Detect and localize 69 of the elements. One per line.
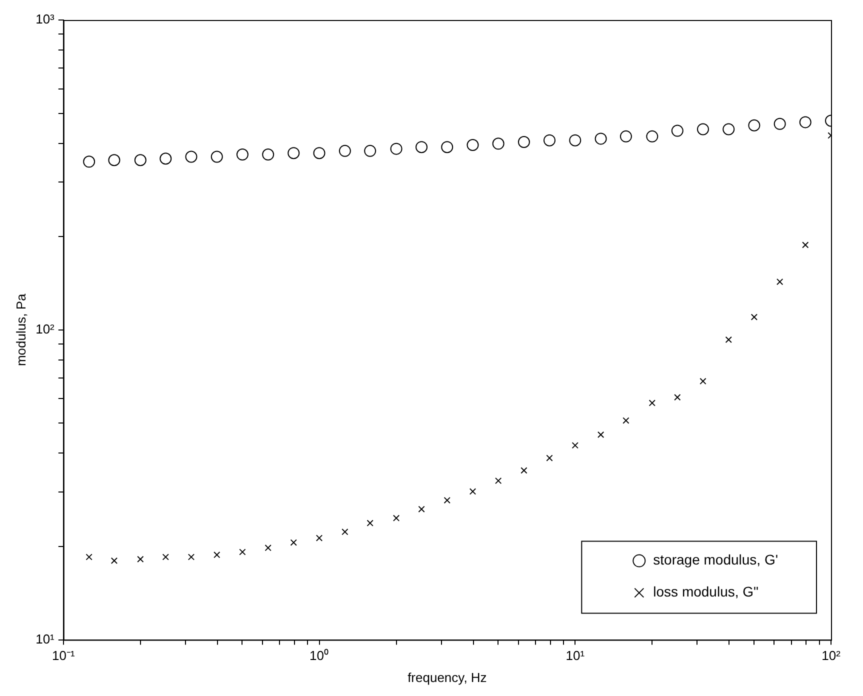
point: [799, 116, 812, 128]
x-tick-label: 10⁰: [310, 648, 329, 664]
legend-label: loss modulus, G": [653, 584, 759, 600]
point: [646, 130, 658, 142]
point: [671, 124, 684, 137]
point: [214, 552, 220, 558]
point: [390, 142, 402, 155]
point: [725, 336, 732, 343]
point: [418, 506, 425, 512]
x-tick-label: 10¹: [566, 648, 586, 664]
point: [313, 147, 326, 160]
x-axis-title: frequency, Hz: [408, 670, 487, 685]
point: [288, 147, 300, 160]
point: [441, 141, 454, 154]
y-tick-label: 10²: [36, 321, 56, 336]
point: [316, 534, 323, 542]
point: [110, 557, 118, 564]
point: [290, 539, 297, 546]
point: [492, 138, 504, 150]
point: [134, 154, 146, 166]
point: [776, 278, 784, 286]
point: [572, 442, 578, 449]
point: [622, 417, 630, 424]
y-tick-label: 10¹: [36, 631, 56, 646]
point: [520, 467, 528, 474]
point: [137, 556, 144, 563]
point: [239, 548, 246, 556]
x-tick-label: 10⁻¹: [52, 648, 76, 664]
point: [185, 150, 198, 163]
point: [495, 477, 502, 484]
y-axis-title: modulus, Pa: [13, 293, 28, 366]
point: [722, 123, 735, 136]
point: [674, 394, 681, 401]
point: [188, 554, 195, 560]
point: [597, 431, 604, 438]
point: [236, 148, 248, 161]
point: [108, 154, 120, 166]
point: [444, 496, 450, 504]
point: [83, 156, 96, 168]
point: [748, 119, 760, 132]
point: [416, 141, 428, 154]
point: [162, 554, 169, 560]
point: [750, 314, 758, 320]
point: [802, 242, 809, 248]
point: [696, 123, 709, 136]
point: [264, 544, 272, 552]
point: [543, 134, 556, 146]
point: [262, 148, 274, 161]
point: [546, 454, 553, 462]
legend-label: storage modulus, G': [653, 552, 778, 568]
point: [160, 152, 172, 165]
point: [518, 136, 530, 148]
point: [569, 134, 582, 146]
point: [392, 514, 400, 522]
point: [620, 130, 632, 142]
point: [469, 488, 476, 495]
point: [648, 400, 656, 406]
point: [774, 118, 786, 130]
y-tick-label: 10³: [36, 12, 56, 27]
point: [210, 150, 223, 163]
x-tick-label: 10²: [822, 648, 842, 664]
point: [700, 378, 706, 385]
point: [338, 144, 351, 157]
point: [342, 528, 348, 536]
point: [366, 520, 374, 526]
point: [466, 139, 479, 152]
point: [364, 144, 376, 157]
point: [86, 554, 92, 560]
point: [594, 132, 607, 145]
